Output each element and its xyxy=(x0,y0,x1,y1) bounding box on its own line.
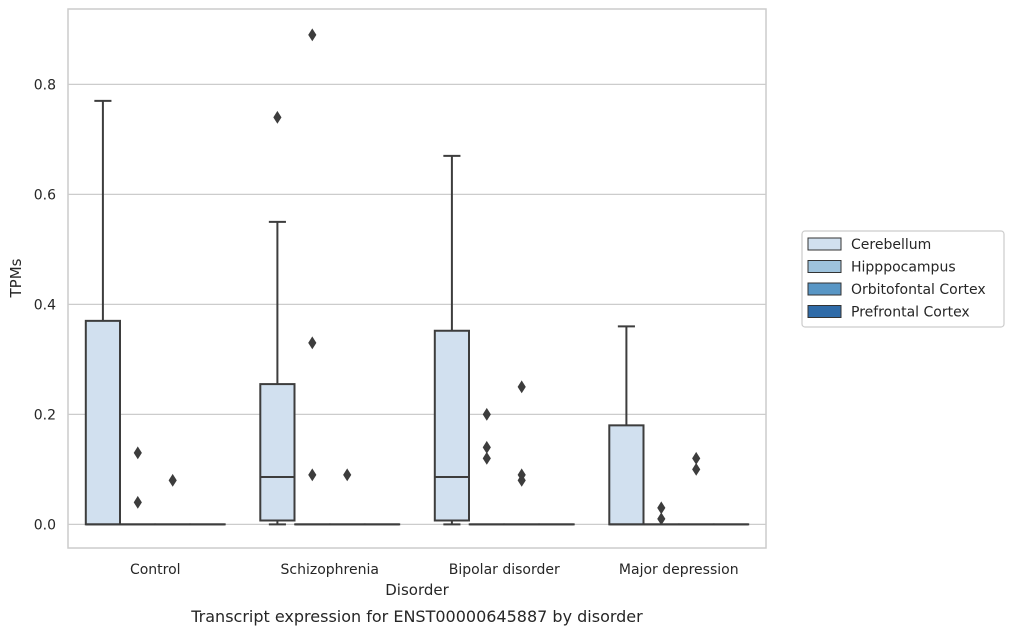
x-tick-label: Schizophrenia xyxy=(281,562,379,578)
x-axis-label: Disorder xyxy=(385,581,449,599)
outlier-point xyxy=(482,407,491,421)
x-tick-label: Major depression xyxy=(619,562,739,578)
legend-item: Hipppocampus xyxy=(807,260,956,276)
outlier-point xyxy=(657,512,666,526)
outlier-point xyxy=(168,473,177,487)
y-tick-label: 0.0 xyxy=(34,517,56,533)
outlier-point xyxy=(308,336,317,350)
outlier-point xyxy=(343,468,352,482)
outlier-point xyxy=(482,440,491,454)
legend-item: Orbitofontal Cortex xyxy=(807,282,986,298)
x-tick-label: Bipolar disorder xyxy=(449,562,560,578)
outlier-point xyxy=(482,451,491,465)
box-cerebellum xyxy=(259,110,296,526)
legend-label: Prefrontal Cortex xyxy=(851,305,970,321)
legend-label: Hipppocampus xyxy=(851,260,956,276)
box-body xyxy=(433,329,471,522)
grid-lines xyxy=(68,83,766,525)
box-cerebellum xyxy=(84,99,122,526)
legend-swatch xyxy=(807,260,842,273)
x-tick-label: Control xyxy=(130,562,181,578)
box-hipppocampus xyxy=(119,446,156,526)
legend-swatch xyxy=(807,282,842,296)
outlier-point xyxy=(692,451,701,465)
plot-frame xyxy=(67,8,767,549)
plot-marks xyxy=(84,28,750,526)
legend-box xyxy=(801,230,1005,328)
box-orbitofontal-cortex xyxy=(154,473,191,526)
legend: Cerebellum Hipppocampus Orbitofontal Corte… xyxy=(801,230,1005,328)
outlier-point xyxy=(692,462,701,476)
x-tick-labels: Control Schizophrenia Bipolar disorder Majo… xyxy=(130,562,739,578)
outlier-point xyxy=(133,495,142,509)
chart-caption: Transcript expression for ENST0000064588… xyxy=(190,607,643,626)
y-tick-label: 0.4 xyxy=(34,297,56,313)
legend-swatch xyxy=(807,305,842,318)
box-body xyxy=(84,319,122,526)
box-cerebellum xyxy=(433,154,471,526)
outlier-point xyxy=(517,380,526,394)
box-hipppocampus xyxy=(294,28,331,526)
legend-label: Orbitofontal Cortex xyxy=(851,282,986,298)
box-cerebellum xyxy=(608,325,645,526)
box-body xyxy=(608,424,645,526)
box-orbitofontal-cortex xyxy=(503,380,540,526)
outlier-point xyxy=(308,28,317,42)
legend-label: Cerebellum xyxy=(851,237,931,253)
box-orbitofontal-cortex xyxy=(329,468,366,526)
outlier-point xyxy=(133,446,142,460)
legend-swatch xyxy=(807,237,842,251)
box-hipppocampus xyxy=(468,407,505,526)
y-tick-labels: 0.0 0.2 0.4 0.6 0.8 xyxy=(34,77,56,533)
outlier-point xyxy=(517,468,526,482)
y-axis-label: TPMs xyxy=(7,258,25,298)
outlier-point xyxy=(657,501,666,515)
outlier-point xyxy=(273,110,282,124)
legend-item: Prefrontal Cortex xyxy=(807,305,970,321)
outlier-point xyxy=(308,468,317,482)
box-orbitofontal-cortex xyxy=(678,451,715,526)
box-body xyxy=(259,383,296,522)
y-tick-label: 0.2 xyxy=(34,407,56,423)
y-tick-label: 0.6 xyxy=(34,187,56,203)
box-hipppocampus xyxy=(643,501,680,526)
legend-item: Cerebellum xyxy=(807,237,931,253)
y-tick-label: 0.8 xyxy=(34,77,56,93)
